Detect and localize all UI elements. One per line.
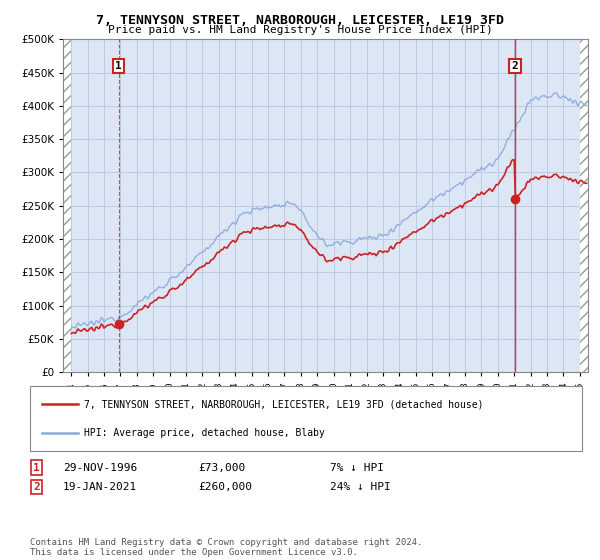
Text: Contains HM Land Registry data © Crown copyright and database right 2024.
This d: Contains HM Land Registry data © Crown c…: [30, 538, 422, 557]
Text: £73,000: £73,000: [198, 463, 245, 473]
Text: 2: 2: [33, 482, 40, 492]
Text: Price paid vs. HM Land Registry's House Price Index (HPI): Price paid vs. HM Land Registry's House …: [107, 25, 493, 35]
Text: 29-NOV-1996: 29-NOV-1996: [63, 463, 137, 473]
Text: 1: 1: [115, 61, 122, 71]
Text: 7, TENNYSON STREET, NARBOROUGH, LEICESTER, LE19 3FD: 7, TENNYSON STREET, NARBOROUGH, LEICESTE…: [96, 14, 504, 27]
Text: 2: 2: [512, 61, 518, 71]
Bar: [63, 39, 71, 372]
Text: 24% ↓ HPI: 24% ↓ HPI: [330, 482, 391, 492]
Bar: [580, 39, 588, 372]
Text: 7% ↓ HPI: 7% ↓ HPI: [330, 463, 384, 473]
Text: 7, TENNYSON STREET, NARBOROUGH, LEICESTER, LE19 3FD (detached house): 7, TENNYSON STREET, NARBOROUGH, LEICESTE…: [84, 399, 484, 409]
Text: HPI: Average price, detached house, Blaby: HPI: Average price, detached house, Blab…: [84, 428, 325, 438]
Text: 1: 1: [33, 463, 40, 473]
Text: 19-JAN-2021: 19-JAN-2021: [63, 482, 137, 492]
Text: £260,000: £260,000: [198, 482, 252, 492]
